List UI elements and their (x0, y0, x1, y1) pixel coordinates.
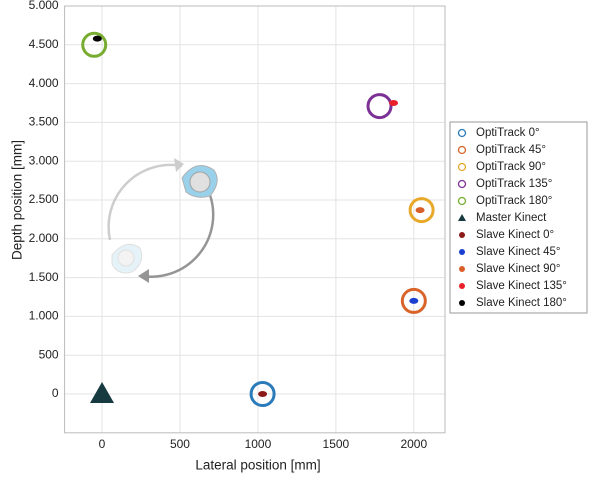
y-tick-label: 3.500 (29, 115, 59, 129)
legend-label: Slave Kinect 0° (476, 229, 554, 241)
y-tick-label: 1.500 (29, 270, 59, 284)
y-tick-label: 3.000 (29, 153, 59, 167)
person-head (117, 249, 135, 267)
legend-label: Slave Kinect 90° (476, 263, 561, 275)
y-tick-label: 5.000 (29, 0, 59, 12)
kinect-point (459, 232, 465, 238)
optitrack-marker (457, 162, 467, 172)
x-tick-label: 1000 (245, 437, 272, 451)
y-tick-label: 4.000 (29, 76, 59, 90)
legend-label: Slave Kinect 45° (476, 246, 561, 258)
arrow-head (138, 269, 149, 283)
legend-label: Slave Kinect 180° (476, 297, 567, 309)
legend-label: OptiTrack 180° (476, 195, 552, 207)
plot-frame (64, 5, 446, 434)
kinect-point (409, 297, 419, 304)
x-tick-label: 500 (170, 437, 190, 451)
kinect-point (389, 100, 399, 106)
y-tick-label: 4.500 (29, 37, 59, 51)
x-tick-label: 1500 (323, 437, 350, 451)
rotation-illustration (107, 158, 218, 283)
marks (81, 31, 435, 407)
arrow-arc (141, 194, 215, 278)
arrow-arc (107, 163, 183, 241)
legend-label: OptiTrack 0° (476, 127, 540, 139)
optitrack-marker (249, 381, 276, 407)
legend: OptiTrack 0° OptiTrack 45° OptiTrack 90° Op… (457, 127, 567, 309)
optitrack-marker (408, 197, 435, 224)
y-axis-label: Depth position [mm] (10, 140, 25, 260)
optitrack-marker (457, 196, 467, 206)
kinect-marker (458, 214, 466, 221)
x-tick-label: 2000 (400, 437, 427, 451)
kinect-point (459, 300, 465, 306)
kinect-point (258, 391, 268, 397)
kinect-point (92, 35, 102, 42)
legend-label: OptiTrack 135° (476, 178, 552, 190)
optitrack-marker (81, 31, 108, 58)
kinect-marker (90, 382, 115, 403)
kinect-point (459, 283, 465, 289)
x-tick-label: 0 (99, 437, 106, 451)
legend-label: Master Kinect (476, 212, 547, 224)
y-tick-label: 0 (52, 386, 59, 400)
optitrack-marker (366, 93, 393, 120)
kinect-point (459, 249, 465, 255)
optitrack-marker (457, 179, 467, 189)
y-tick-label: 1.000 (29, 309, 59, 323)
legend-label: Slave Kinect 135° (476, 280, 567, 292)
legend-box (449, 121, 588, 314)
kinect-point (415, 207, 425, 214)
optitrack-marker (457, 128, 467, 138)
x-axis-label: Lateral position [mm] (195, 458, 320, 473)
y-tick-label: 500 (39, 347, 59, 361)
legend-label: OptiTrack 45° (476, 144, 546, 156)
y-tick-label: 2.000 (29, 231, 59, 245)
arrow-head (174, 158, 184, 172)
optitrack-marker (457, 145, 467, 155)
y-tick-label: 2.500 (29, 192, 59, 206)
grid (64, 5, 445, 433)
kinect-point (459, 266, 465, 272)
person-head (189, 171, 211, 193)
legend-label: OptiTrack 90° (476, 161, 546, 173)
optitrack-marker (400, 287, 427, 314)
